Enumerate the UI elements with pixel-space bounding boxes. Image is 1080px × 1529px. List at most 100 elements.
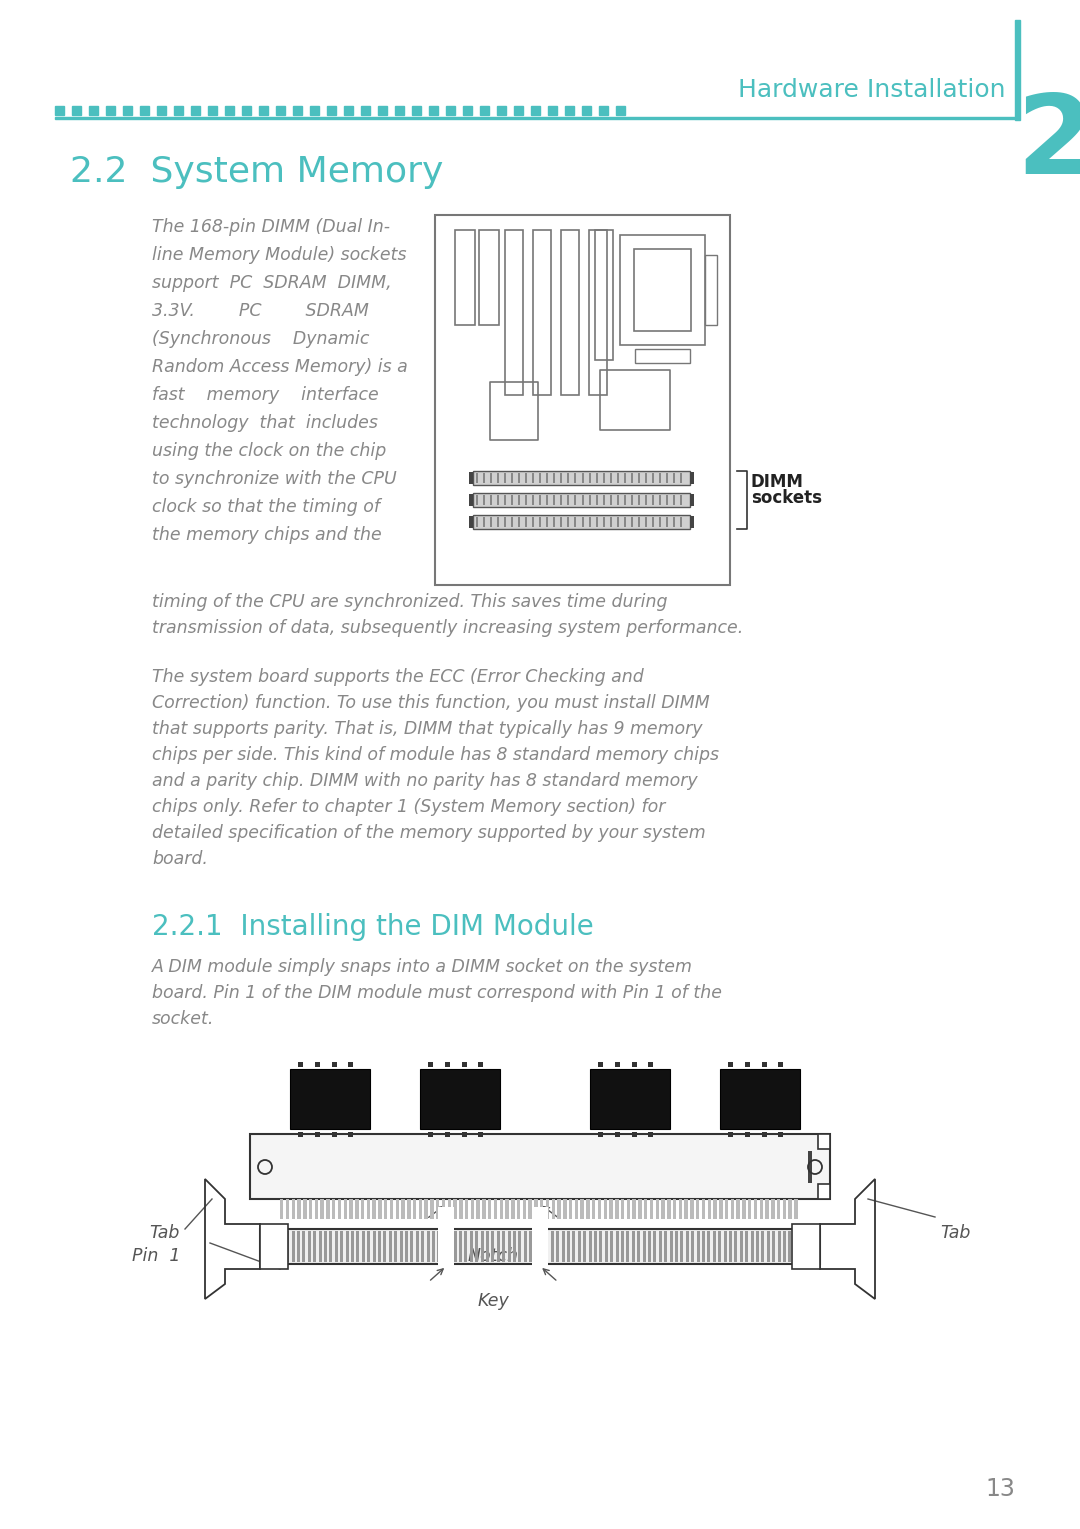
Bar [540,1199,543,1219]
Bar [638,495,639,505]
Bar [260,1229,820,1264]
Text: The system board supports the ECC (Error Checking and: The system board supports the ECC (Error… [152,668,644,687]
Bar [762,1063,767,1067]
Text: 2: 2 [1016,90,1080,197]
Bar [432,1231,435,1261]
Bar [788,1231,792,1261]
Bar [532,1226,548,1266]
Bar [355,1199,359,1219]
Bar [291,1069,370,1128]
Bar [598,1131,603,1138]
Bar [442,1199,445,1219]
Text: 2.2  System Memory: 2.2 System Memory [70,154,444,190]
Bar [595,495,597,505]
Bar [242,106,251,115]
Bar [502,1231,505,1261]
Bar [390,1199,393,1219]
Bar [419,1199,422,1219]
Bar [561,229,579,394]
Bar [505,1199,509,1219]
Bar [292,1231,295,1261]
Bar [759,1199,764,1219]
Bar [286,1199,289,1219]
Bar [562,1231,565,1261]
Text: 2.2.1  Installing the DIM Module: 2.2.1 Installing the DIM Module [152,913,594,940]
Bar [348,1131,353,1138]
Bar [407,1199,410,1219]
Bar [523,1199,526,1219]
Bar [191,106,200,115]
Bar [321,1199,324,1219]
Bar [531,106,540,115]
Bar [476,1199,480,1219]
Bar [332,1131,337,1138]
Bar [335,1231,338,1261]
Bar [447,1199,451,1219]
Bar [546,495,549,505]
Bar [697,1231,700,1261]
Bar [713,1231,716,1261]
Bar [473,471,690,485]
Bar [504,495,507,505]
Bar [590,1069,670,1128]
Bar [504,517,507,528]
Bar [315,1131,320,1138]
Bar [603,472,605,483]
Bar [673,517,675,528]
Bar [582,106,591,115]
Bar [621,1199,624,1219]
Bar [610,1231,613,1261]
Bar [140,106,149,115]
Bar [525,472,527,483]
Text: the memory chips and the: the memory chips and the [152,526,381,544]
Bar [567,472,569,483]
Bar [778,1063,783,1067]
Bar [632,1131,637,1138]
Bar [511,1199,514,1219]
Bar [518,1231,522,1261]
Text: board.: board. [152,850,207,868]
Bar [666,472,667,483]
Bar [581,472,583,483]
Text: 3.3V.        PC        SDRAM: 3.3V. PC SDRAM [152,303,369,320]
Bar [670,1231,673,1261]
Bar [664,1231,667,1261]
Text: chips per side. This kind of module has 8 standard memory chips: chips per side. This kind of module has … [152,746,719,764]
Bar [497,517,499,528]
Text: fast    memory    interface: fast memory interface [152,385,379,404]
Bar [561,472,563,483]
Bar [497,472,499,483]
Bar [546,472,549,483]
Bar [436,1199,440,1219]
Bar [648,1063,653,1067]
Bar [592,1199,595,1219]
Bar [748,1199,752,1219]
Bar [652,517,653,528]
Bar [648,1231,651,1261]
Bar [539,517,541,528]
Bar [367,1199,370,1219]
Bar [260,1225,288,1269]
Bar [378,1231,381,1261]
Bar [556,1231,559,1261]
Bar [511,472,513,483]
Bar [707,1199,711,1219]
Bar [617,517,619,528]
Bar [575,495,577,505]
Bar [208,106,217,115]
Bar [497,106,507,115]
Bar [462,1063,467,1067]
Bar [454,1231,457,1261]
Text: Random Access Memory) is a: Random Access Memory) is a [152,358,408,376]
Bar [292,1199,295,1219]
Bar [123,106,132,115]
Bar [616,1199,619,1219]
Text: board. Pin 1 of the DIM module must correspond with Pin 1 of the: board. Pin 1 of the DIM module must corr… [152,985,723,1001]
Bar [475,1231,478,1261]
Bar [745,1131,750,1138]
Bar [680,517,681,528]
Bar [345,106,353,115]
Bar [656,1199,659,1219]
Bar [659,495,661,505]
Bar [400,1231,403,1261]
